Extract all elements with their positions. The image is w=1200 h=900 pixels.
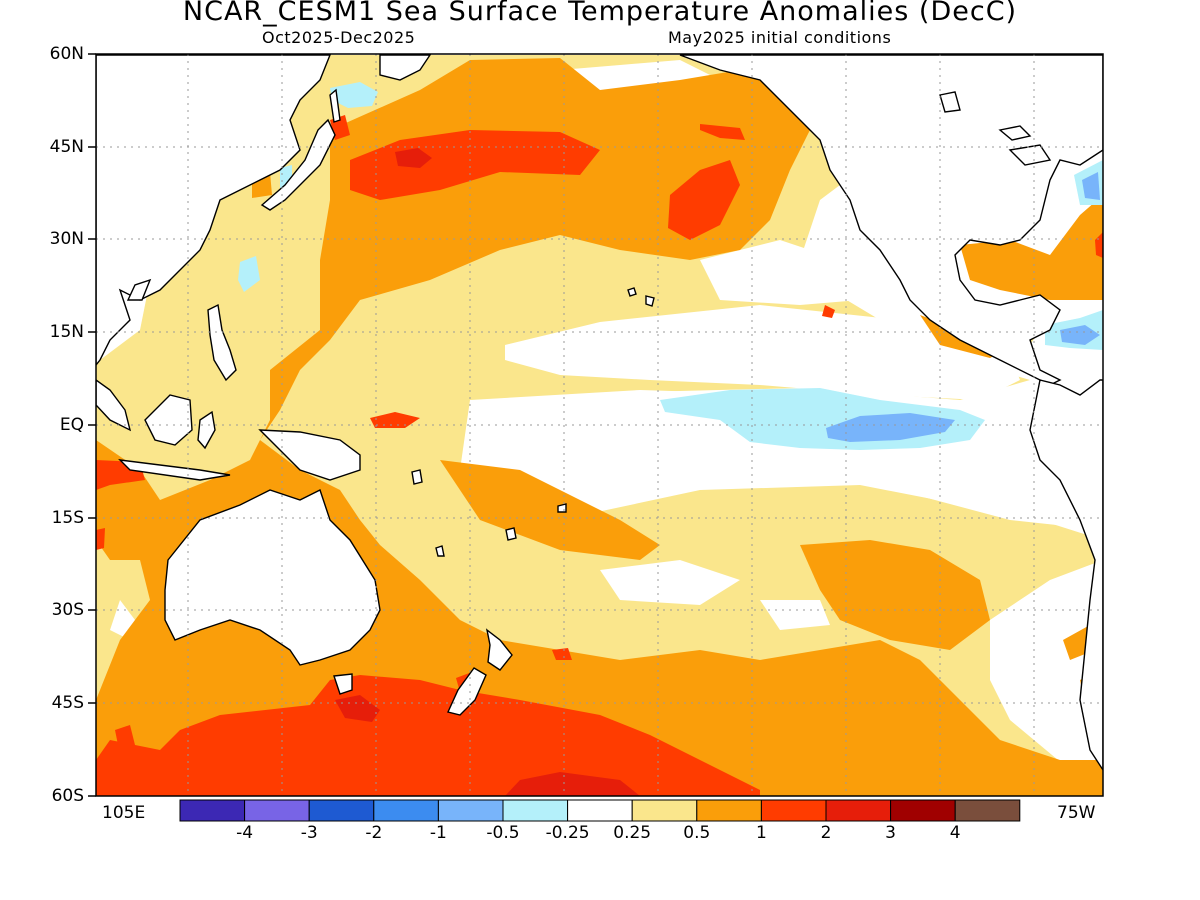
colorbar-label: -0.5 bbox=[486, 823, 520, 843]
land-outlines bbox=[96, 54, 1103, 772]
map-field bbox=[96, 54, 1103, 796]
lat-label-30n: 30N bbox=[49, 229, 84, 249]
map-title: NCAR_CESM1 Sea Surface Temperature Anoma… bbox=[182, 0, 1018, 27]
colorbar-swatch bbox=[567, 799, 633, 822]
colorbar-swatch bbox=[954, 799, 1021, 822]
lat-label-60s: 60S bbox=[51, 786, 84, 806]
colorbar-swatch bbox=[890, 799, 956, 822]
colorbar-swatch bbox=[502, 799, 569, 822]
colorbar-label: -1 bbox=[429, 823, 447, 843]
lat-label-45s: 45S bbox=[51, 693, 84, 713]
lat-label-60n: 60N bbox=[49, 44, 84, 64]
colorbar-swatch bbox=[760, 799, 827, 822]
colorbar-swatch bbox=[179, 799, 246, 822]
colorbar-swatch bbox=[825, 799, 892, 822]
lake-outlines bbox=[939, 91, 1052, 166]
anomaly-zone-2 bbox=[335, 148, 640, 796]
anomaly-zone-neg0.5 bbox=[826, 172, 1100, 442]
colorbar-swatch bbox=[631, 799, 698, 822]
colorbar-label: -4 bbox=[236, 823, 254, 843]
lon-label-105e: 105E bbox=[102, 803, 146, 823]
colorbar-label: 0.25 bbox=[613, 823, 652, 843]
lat-label-30s: 30S bbox=[51, 600, 84, 620]
colorbar bbox=[179, 799, 1021, 822]
colorbar-swatch bbox=[437, 799, 504, 822]
lon-label-75w: 75W bbox=[1057, 803, 1096, 823]
initial-conditions: May2025 initial conditions bbox=[668, 28, 892, 47]
lat-ticks bbox=[88, 53, 96, 797]
lat-label-15n: 15N bbox=[49, 322, 84, 342]
colorbar-label: 3 bbox=[885, 823, 896, 843]
lat-label-15s: 15S bbox=[51, 508, 84, 528]
colorbar-swatch bbox=[244, 799, 310, 822]
colorbar-label: 1 bbox=[755, 823, 767, 843]
colorbar-label: -3 bbox=[300, 823, 318, 843]
colorbar-label: -0.25 bbox=[545, 823, 590, 843]
colorbar-swatch bbox=[373, 799, 439, 822]
colorbar-label: 0.5 bbox=[683, 823, 711, 843]
colorbar-label: 4 bbox=[949, 823, 961, 843]
gridlines bbox=[96, 54, 1103, 796]
lat-label-45n: 45N bbox=[49, 137, 84, 157]
colorbar-label: -2 bbox=[365, 823, 383, 843]
forecast-period: Oct2025-Dec2025 bbox=[262, 28, 416, 47]
colorbar-label: 2 bbox=[820, 823, 832, 843]
colorbar-swatch bbox=[696, 799, 762, 822]
lat-label-eq: EQ bbox=[59, 415, 84, 435]
colorbar-swatch bbox=[308, 799, 375, 822]
